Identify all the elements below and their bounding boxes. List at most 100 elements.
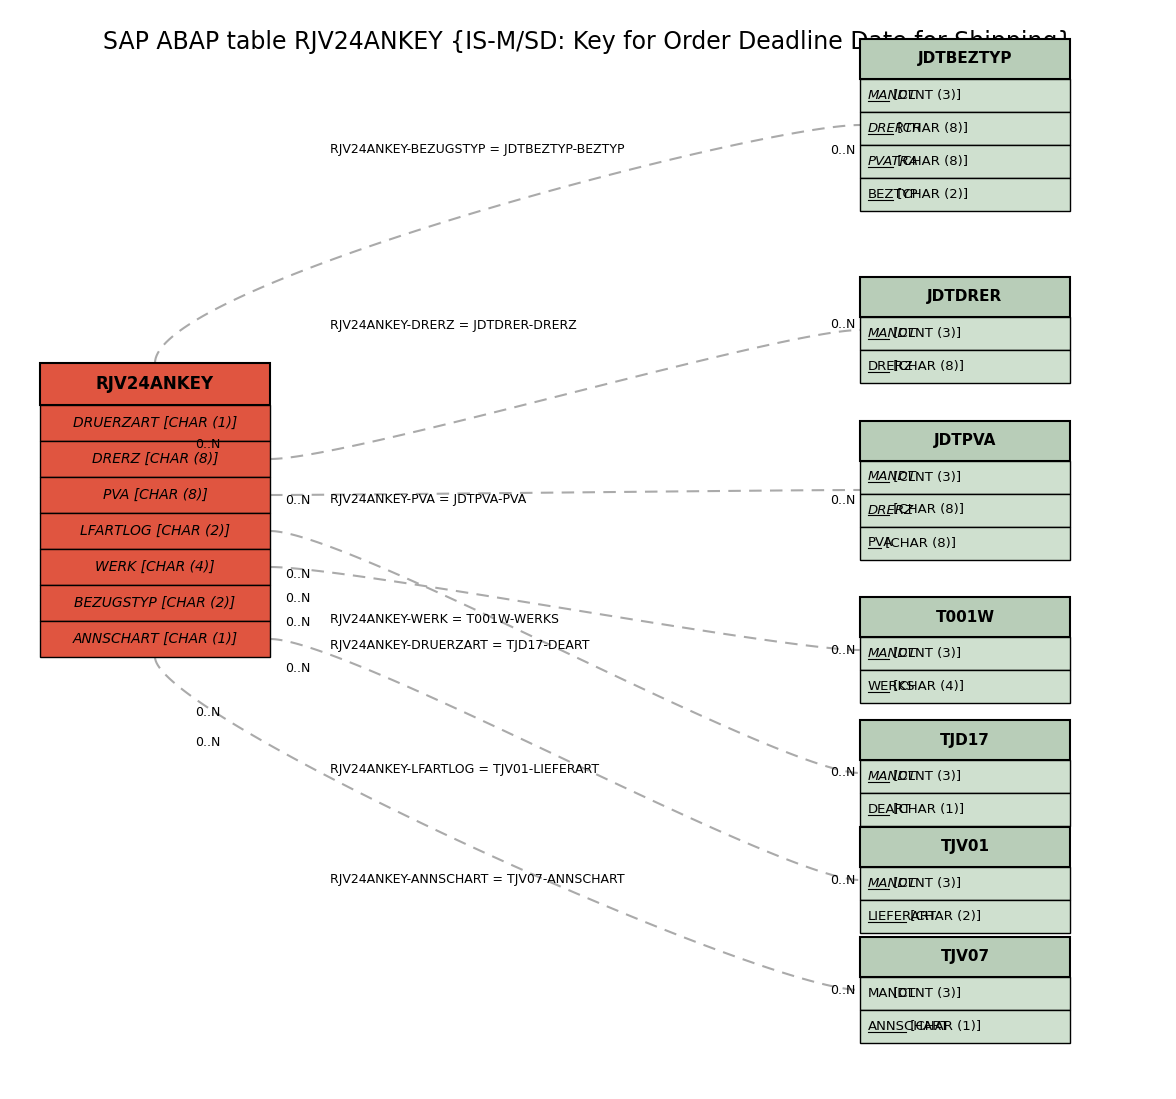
Text: [CHAR (1)]: [CHAR (1)] bbox=[889, 803, 964, 815]
FancyBboxPatch shape bbox=[40, 406, 270, 441]
Text: 0..N: 0..N bbox=[830, 874, 855, 887]
Text: BEZUGSTYP [CHAR (2)]: BEZUGSTYP [CHAR (2)] bbox=[74, 596, 235, 610]
Text: RJV24ANKEY-LFARTLOG = TJV01-LIEFERART: RJV24ANKEY-LFARTLOG = TJV01-LIEFERART bbox=[330, 764, 599, 777]
Text: 0..N: 0..N bbox=[195, 439, 220, 452]
Text: MANDT: MANDT bbox=[868, 647, 917, 660]
Text: MANDT: MANDT bbox=[868, 770, 917, 782]
FancyBboxPatch shape bbox=[860, 900, 1070, 933]
Text: [CLNT (3)]: [CLNT (3)] bbox=[889, 89, 961, 102]
Text: 0..N: 0..N bbox=[285, 662, 310, 675]
Text: [CHAR (8)]: [CHAR (8)] bbox=[894, 122, 969, 135]
Text: [CHAR (1)]: [CHAR (1)] bbox=[907, 1020, 981, 1033]
Text: 0..N: 0..N bbox=[830, 493, 855, 507]
FancyBboxPatch shape bbox=[860, 1010, 1070, 1043]
Text: TJV01: TJV01 bbox=[941, 840, 989, 855]
FancyBboxPatch shape bbox=[860, 145, 1070, 178]
Text: 0..N: 0..N bbox=[830, 984, 855, 997]
FancyBboxPatch shape bbox=[860, 421, 1070, 460]
Text: LIEFERART: LIEFERART bbox=[868, 910, 937, 923]
Text: T001W: T001W bbox=[935, 610, 995, 624]
Text: WERKS: WERKS bbox=[868, 680, 915, 693]
FancyBboxPatch shape bbox=[860, 112, 1070, 145]
FancyBboxPatch shape bbox=[860, 79, 1070, 112]
FancyBboxPatch shape bbox=[860, 526, 1070, 559]
Text: [CLNT (3)]: [CLNT (3)] bbox=[889, 770, 961, 782]
Text: LFARTLOG [CHAR (2)]: LFARTLOG [CHAR (2)] bbox=[80, 524, 230, 539]
Text: 0..N: 0..N bbox=[285, 591, 310, 604]
FancyBboxPatch shape bbox=[860, 637, 1070, 670]
Text: [CLNT (3)]: [CLNT (3)] bbox=[889, 987, 961, 1000]
FancyBboxPatch shape bbox=[40, 585, 270, 621]
Text: JDTPVA: JDTPVA bbox=[934, 433, 996, 448]
FancyBboxPatch shape bbox=[860, 937, 1070, 977]
Text: 0..N: 0..N bbox=[195, 706, 220, 719]
Text: [CHAR (4)]: [CHAR (4)] bbox=[889, 680, 964, 693]
FancyBboxPatch shape bbox=[860, 460, 1070, 493]
Text: 0..N: 0..N bbox=[830, 644, 855, 656]
FancyBboxPatch shape bbox=[40, 477, 270, 513]
Text: DRUERZART [CHAR (1)]: DRUERZART [CHAR (1)] bbox=[73, 417, 238, 430]
FancyBboxPatch shape bbox=[860, 349, 1070, 382]
Text: BEZTYP: BEZTYP bbox=[868, 188, 918, 201]
Text: ANNSCHART [CHAR (1)]: ANNSCHART [CHAR (1)] bbox=[73, 632, 238, 646]
FancyBboxPatch shape bbox=[860, 493, 1070, 526]
FancyBboxPatch shape bbox=[860, 828, 1070, 867]
Text: RJV24ANKEY-BEZUGSTYP = JDTBEZTYP-BEZTYP: RJV24ANKEY-BEZUGSTYP = JDTBEZTYP-BEZTYP bbox=[330, 144, 624, 156]
Text: [CHAR (8)]: [CHAR (8)] bbox=[889, 503, 964, 517]
Text: RJV24ANKEY-DRUERZART = TJD17-DEART: RJV24ANKEY-DRUERZART = TJD17-DEART bbox=[330, 639, 589, 652]
FancyBboxPatch shape bbox=[860, 761, 1070, 793]
FancyBboxPatch shape bbox=[860, 317, 1070, 349]
Text: RJV24ANKEY-PVA = JDTPVA-PVA: RJV24ANKEY-PVA = JDTPVA-PVA bbox=[330, 493, 526, 507]
Text: PVATRA: PVATRA bbox=[868, 155, 918, 168]
Text: JDTBEZTYP: JDTBEZTYP bbox=[917, 52, 1013, 67]
Text: 0..N: 0..N bbox=[195, 735, 220, 748]
FancyBboxPatch shape bbox=[40, 441, 270, 477]
FancyBboxPatch shape bbox=[40, 363, 270, 406]
Text: [CLNT (3)]: [CLNT (3)] bbox=[889, 647, 961, 660]
FancyBboxPatch shape bbox=[40, 513, 270, 550]
Text: JDTDRER: JDTDRER bbox=[928, 289, 1003, 304]
Text: DRERTR: DRERTR bbox=[868, 122, 922, 135]
Text: PVA: PVA bbox=[868, 536, 894, 550]
Text: MANDT: MANDT bbox=[868, 328, 917, 340]
Text: 0..N: 0..N bbox=[285, 568, 310, 581]
FancyBboxPatch shape bbox=[860, 597, 1070, 637]
Text: RJV24ANKEY-ANNSCHART = TJV07-ANNSCHART: RJV24ANKEY-ANNSCHART = TJV07-ANNSCHART bbox=[330, 874, 624, 887]
Text: DRERZ: DRERZ bbox=[868, 360, 914, 373]
Text: DRERZ [CHAR (8)]: DRERZ [CHAR (8)] bbox=[92, 452, 219, 466]
FancyBboxPatch shape bbox=[860, 977, 1070, 1010]
Text: [CHAR (8)]: [CHAR (8)] bbox=[881, 536, 956, 550]
FancyBboxPatch shape bbox=[860, 793, 1070, 826]
FancyBboxPatch shape bbox=[860, 178, 1070, 211]
Text: TJV07: TJV07 bbox=[941, 950, 989, 965]
Text: 0..N: 0..N bbox=[830, 319, 855, 332]
FancyBboxPatch shape bbox=[860, 277, 1070, 317]
Text: MANDT: MANDT bbox=[868, 987, 916, 1000]
Text: [CLNT (3)]: [CLNT (3)] bbox=[889, 877, 961, 890]
FancyBboxPatch shape bbox=[860, 720, 1070, 761]
FancyBboxPatch shape bbox=[860, 867, 1070, 900]
Text: SAP ABAP table RJV24ANKEY {IS-M/SD: Key for Order Deadline Date for Shipping}: SAP ABAP table RJV24ANKEY {IS-M/SD: Key … bbox=[103, 30, 1073, 54]
Text: [CLNT (3)]: [CLNT (3)] bbox=[889, 328, 961, 340]
FancyBboxPatch shape bbox=[860, 38, 1070, 79]
Text: RJV24ANKEY: RJV24ANKEY bbox=[96, 375, 214, 393]
Text: 0..N: 0..N bbox=[285, 615, 310, 629]
Text: [CHAR (8)]: [CHAR (8)] bbox=[889, 360, 964, 373]
Text: MANDT: MANDT bbox=[868, 89, 917, 102]
Text: DRERZ: DRERZ bbox=[868, 503, 914, 517]
Text: ANNSCHART: ANNSCHART bbox=[868, 1020, 949, 1033]
Text: MANDT: MANDT bbox=[868, 877, 917, 890]
Text: DEART: DEART bbox=[868, 803, 911, 815]
Text: 0..N: 0..N bbox=[830, 766, 855, 779]
Text: PVA [CHAR (8)]: PVA [CHAR (8)] bbox=[102, 488, 207, 502]
Text: [CHAR (2)]: [CHAR (2)] bbox=[894, 188, 969, 201]
Text: RJV24ANKEY-DRERZ = JDTDRER-DRERZ: RJV24ANKEY-DRERZ = JDTDRER-DRERZ bbox=[330, 319, 576, 332]
FancyBboxPatch shape bbox=[860, 670, 1070, 703]
FancyBboxPatch shape bbox=[40, 550, 270, 585]
Text: 0..N: 0..N bbox=[830, 144, 855, 156]
Text: [CLNT (3)]: [CLNT (3)] bbox=[889, 470, 961, 484]
Text: WERK [CHAR (4)]: WERK [CHAR (4)] bbox=[95, 560, 215, 574]
Text: [CHAR (2)]: [CHAR (2)] bbox=[907, 910, 981, 923]
FancyBboxPatch shape bbox=[40, 621, 270, 657]
Text: MANDT: MANDT bbox=[868, 470, 917, 484]
